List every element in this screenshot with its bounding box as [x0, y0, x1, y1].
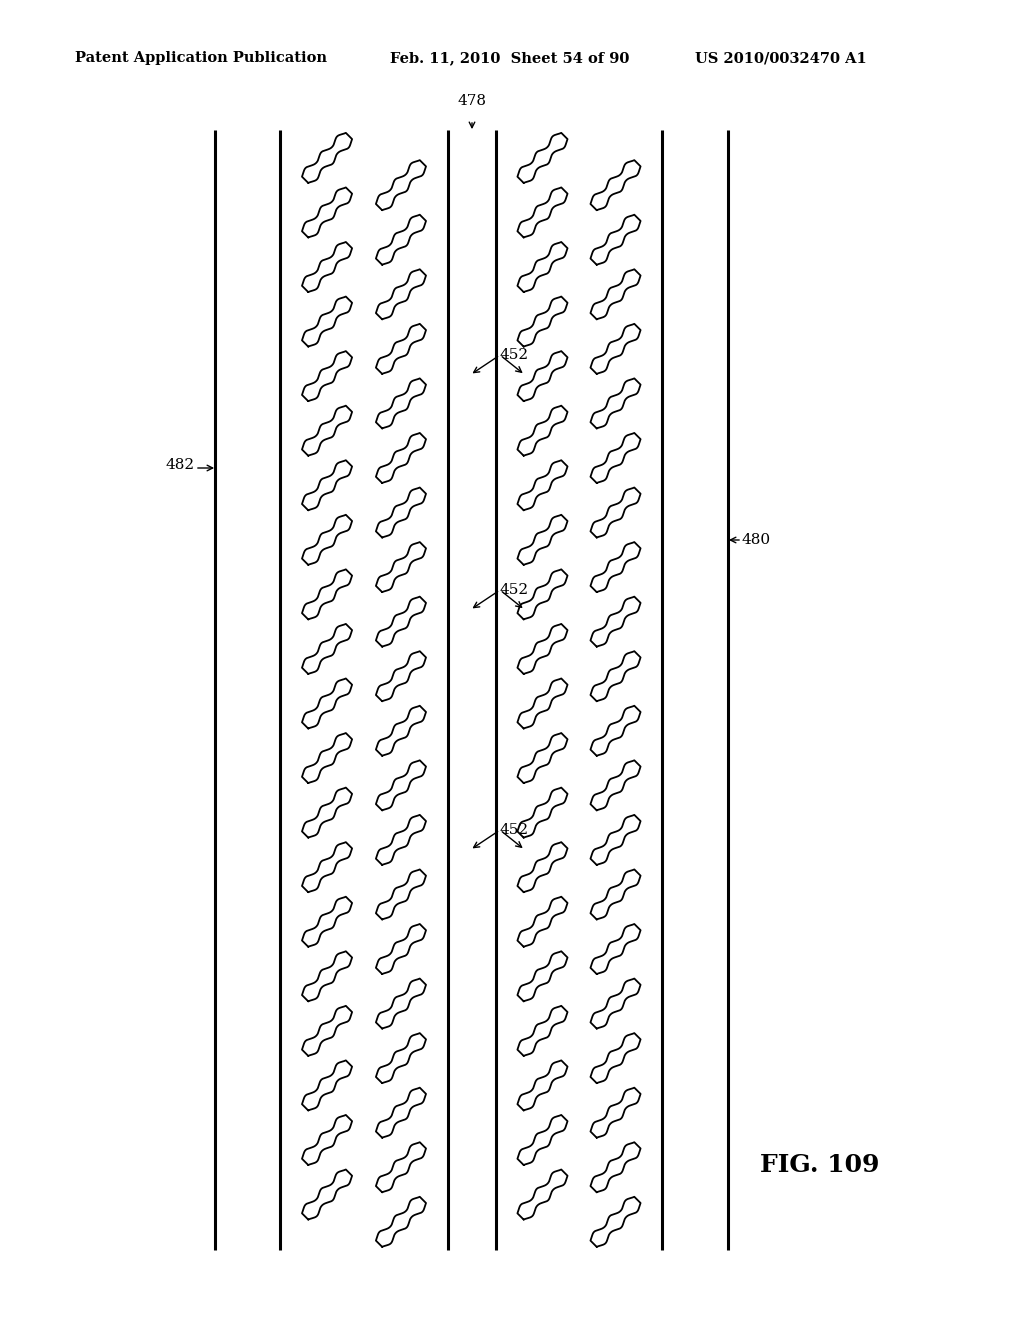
Text: US 2010/0032470 A1: US 2010/0032470 A1 — [695, 51, 866, 65]
Text: 452: 452 — [500, 348, 529, 362]
Text: Patent Application Publication: Patent Application Publication — [75, 51, 327, 65]
Text: Feb. 11, 2010  Sheet 54 of 90: Feb. 11, 2010 Sheet 54 of 90 — [390, 51, 630, 65]
Text: 478: 478 — [458, 94, 486, 108]
Text: 480: 480 — [742, 533, 771, 546]
Text: 452: 452 — [500, 822, 529, 837]
Text: 482: 482 — [166, 458, 195, 473]
Text: FIG. 109: FIG. 109 — [760, 1152, 880, 1177]
Text: 452: 452 — [500, 583, 529, 597]
